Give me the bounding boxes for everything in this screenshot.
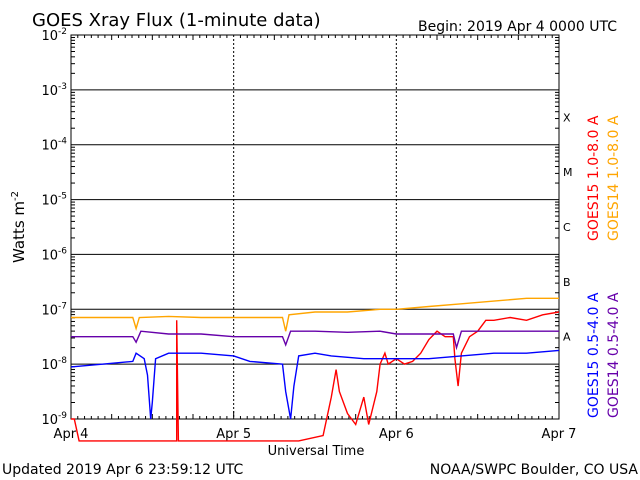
flare-class-X: X [563, 111, 571, 124]
flare-class-M: M [563, 166, 573, 179]
legend-goes14-short: GOES14 0.5-4.0 A [606, 292, 622, 418]
legend-goes15-short: GOES15 0.5-4.0 A [586, 292, 602, 418]
series-line-2 [70, 349, 560, 420]
series-line-1 [71, 297, 559, 332]
flare-class-labels: X M C B A [563, 111, 573, 343]
source-credit: NOAA/SWPC Boulder, CO USA [430, 462, 639, 478]
series-line-0 [71, 311, 560, 442]
y-tick-label: 10-3 [41, 82, 67, 99]
y-axis-label: Watts m-2 [10, 191, 28, 263]
y-axis-label-main: Watts m [10, 201, 28, 263]
series-group [70, 297, 560, 442]
legend-goes15-long: GOES15 1.0-8.0 A [586, 115, 602, 241]
x-axis-ticks: Apr 4 Apr 5 Apr 6 Apr 7 [54, 35, 577, 442]
y-tick-label: 10-6 [41, 246, 67, 263]
y-tick-label: 10-9 [41, 411, 67, 428]
chart-title: GOES Xray Flux (1-minute data) [32, 10, 321, 31]
y-tick-label: 10-2 [41, 27, 67, 44]
x-tick-label: Apr 7 [542, 427, 577, 442]
flare-class-A: A [563, 331, 571, 344]
legend-goes14-long: GOES14 1.0-8.0 A [606, 115, 622, 241]
x-tick-label: Apr 4 [54, 427, 89, 442]
y-tick-label: 10-8 [41, 356, 67, 373]
y-tick-label: 10-5 [41, 192, 67, 209]
y-axis-label-exp: -2 [10, 191, 21, 201]
updated-timestamp: Updated 2019 Apr 6 23:59:12 UTC [2, 462, 243, 478]
y-tick-label: 10-4 [41, 137, 67, 154]
flare-class-B: B [563, 276, 571, 289]
y-tick-label: 10-7 [41, 301, 67, 318]
x-axis-label: Universal Time [268, 444, 365, 459]
x-tick-label: Apr 5 [216, 427, 251, 442]
begin-label: Begin: 2019 Apr 4 0000 UTC [418, 19, 617, 35]
flare-class-C: C [563, 221, 571, 234]
grid [71, 35, 559, 419]
y-axis-ticks: 10-2 10-3 10-4 10-5 10-6 10-7 10-8 10-9 [41, 27, 559, 428]
x-tick-label: Apr 6 [379, 427, 414, 442]
series-line-3 [71, 330, 559, 351]
